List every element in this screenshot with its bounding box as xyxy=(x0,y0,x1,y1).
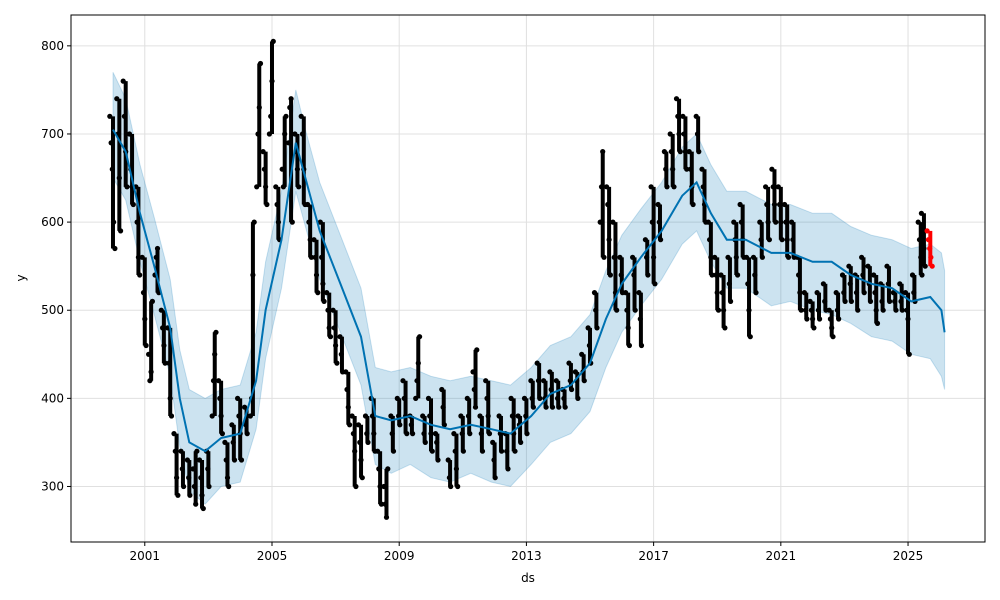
y-tick-label: 400 xyxy=(41,391,64,405)
x-axis-label: ds xyxy=(521,571,535,585)
x-tick-label: 2021 xyxy=(766,549,797,563)
plot-frame xyxy=(70,14,986,543)
y-tick-label: 600 xyxy=(41,215,64,229)
x-tick-label: 2017 xyxy=(638,549,669,563)
y-tick-label: 700 xyxy=(41,127,64,141)
y-tick-label: 800 xyxy=(41,39,64,53)
x-tick-label: 2025 xyxy=(893,549,924,563)
x-tick-label: 2009 xyxy=(384,549,415,563)
uncertainty-interval xyxy=(112,72,946,505)
x-tick-label: 2005 xyxy=(257,549,288,563)
forecast-line xyxy=(112,129,946,453)
x-tick-label: 2013 xyxy=(511,549,542,563)
axis-ticks: 2001 2005 2009 2013 2017 2021 2025 300 400 500 600… xyxy=(41,39,923,563)
y-tick-label: 300 xyxy=(41,479,64,493)
y-axis-label: y xyxy=(14,274,28,281)
x-tick-label: 2001 xyxy=(130,549,161,563)
y-tick-label: 500 xyxy=(41,303,64,317)
